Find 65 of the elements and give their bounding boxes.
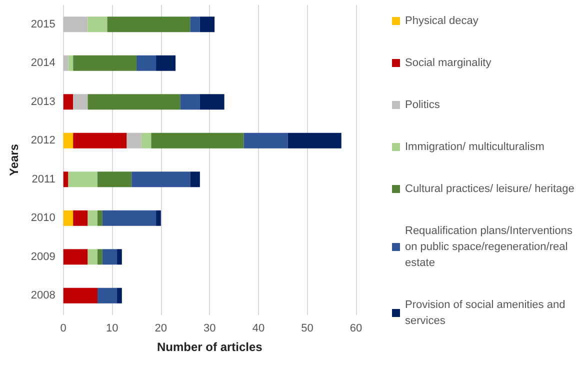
y-tick-label: 2012	[30, 134, 56, 147]
legend-label: Provision of social amenities and services	[405, 299, 568, 327]
bar	[68, 55, 74, 71]
legend-label: Immigration/ multiculturalism	[405, 141, 544, 153]
y-tick-label: 2009	[30, 250, 56, 263]
bar	[63, 172, 68, 188]
bar	[200, 16, 215, 32]
bar	[126, 132, 142, 148]
x-tick-label: 10	[106, 322, 118, 334]
bar	[88, 249, 98, 265]
bar	[200, 94, 224, 110]
legend-label: Politics	[405, 99, 440, 111]
y-tick-label: 2010	[30, 212, 56, 224]
bar	[98, 172, 132, 188]
x-axis-title: Number of articles	[157, 340, 263, 354]
bar	[63, 94, 74, 110]
x-tick-label: 50	[301, 322, 314, 334]
legend-label: Requalification plans/Interventions on public space/regeneration/real estate	[405, 225, 576, 269]
bar	[73, 94, 88, 110]
bar	[190, 16, 200, 32]
bar	[98, 288, 118, 304]
y-tick-label: 2011	[32, 173, 56, 186]
x-tick-label: 60	[350, 322, 362, 334]
bar	[136, 55, 156, 71]
bar	[141, 132, 152, 148]
bar	[73, 132, 127, 148]
bar	[68, 172, 98, 188]
bar	[132, 172, 190, 188]
bar	[117, 288, 122, 304]
bar	[190, 172, 200, 188]
bar	[73, 55, 137, 71]
bar	[156, 55, 176, 71]
bar	[156, 210, 161, 226]
x-tick-label: 0	[60, 322, 66, 334]
bar	[88, 16, 108, 32]
bar	[63, 55, 68, 71]
legend-label: Cultural practices/ leisure/ heritage	[405, 183, 574, 195]
x-tick-label: 40	[252, 322, 265, 334]
y-tick-label: 2013	[30, 96, 56, 108]
bar	[63, 249, 88, 265]
bar	[63, 16, 88, 32]
bar	[151, 132, 244, 148]
bar	[98, 210, 102, 226]
y-tick-label: 2014	[30, 57, 56, 70]
legend-label: Physical decay	[405, 15, 479, 27]
bar	[63, 288, 98, 304]
bar	[98, 249, 102, 265]
bar	[88, 210, 98, 226]
bar	[102, 249, 118, 265]
x-tick-label: 20	[154, 322, 168, 334]
bar	[63, 210, 74, 226]
x-tick-label: 30	[204, 322, 216, 334]
bar	[117, 249, 122, 265]
y-tick-label: 2015	[30, 18, 56, 30]
bar	[63, 132, 74, 148]
y-tick-label: 2008	[30, 290, 56, 302]
bar	[73, 210, 88, 226]
bar	[244, 132, 288, 148]
bar	[288, 132, 342, 148]
bar	[107, 16, 190, 32]
bar	[180, 94, 200, 110]
y-axis-title: Years	[7, 144, 21, 176]
legend-label: Social marginality	[405, 57, 492, 69]
bar	[88, 94, 180, 110]
bar	[102, 210, 156, 226]
